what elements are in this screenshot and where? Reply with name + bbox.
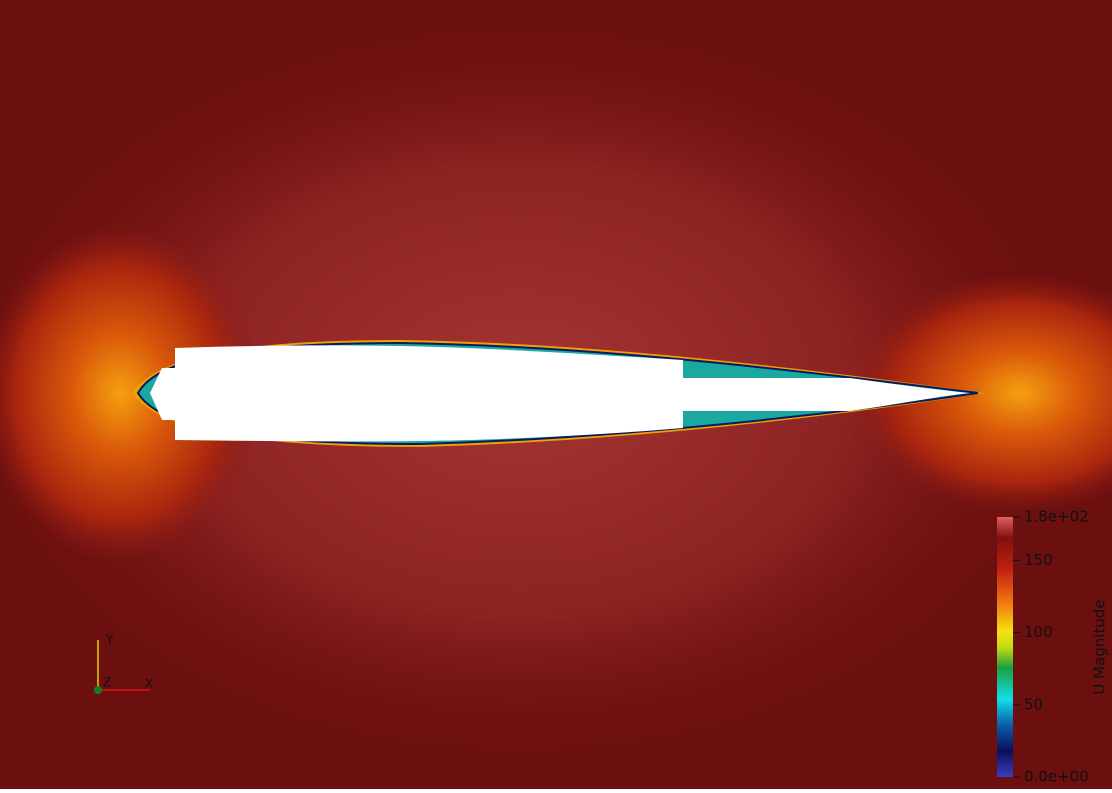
z-axis-label: Z: [103, 676, 111, 690]
colorbar-tick-label: 0.0e+00: [1024, 768, 1089, 786]
colorbar-title: U Magnitude: [1091, 599, 1109, 694]
y-axis-label: Y: [105, 633, 114, 647]
colorbar: [997, 517, 1013, 777]
axes-triad: Y Z X: [94, 633, 153, 694]
colorbar-tick-label: 100: [1024, 623, 1053, 641]
airfoil-interior: [150, 345, 970, 442]
x-axis-label: X: [145, 677, 153, 691]
z-axis-dot: [94, 686, 102, 694]
colorbar-tick-label: 50: [1024, 695, 1043, 713]
colorbar-tick-label: 1.8e+02: [1024, 508, 1089, 526]
stagnation-region: [0, 223, 260, 563]
colorbar-tick-label: 150: [1024, 551, 1053, 569]
